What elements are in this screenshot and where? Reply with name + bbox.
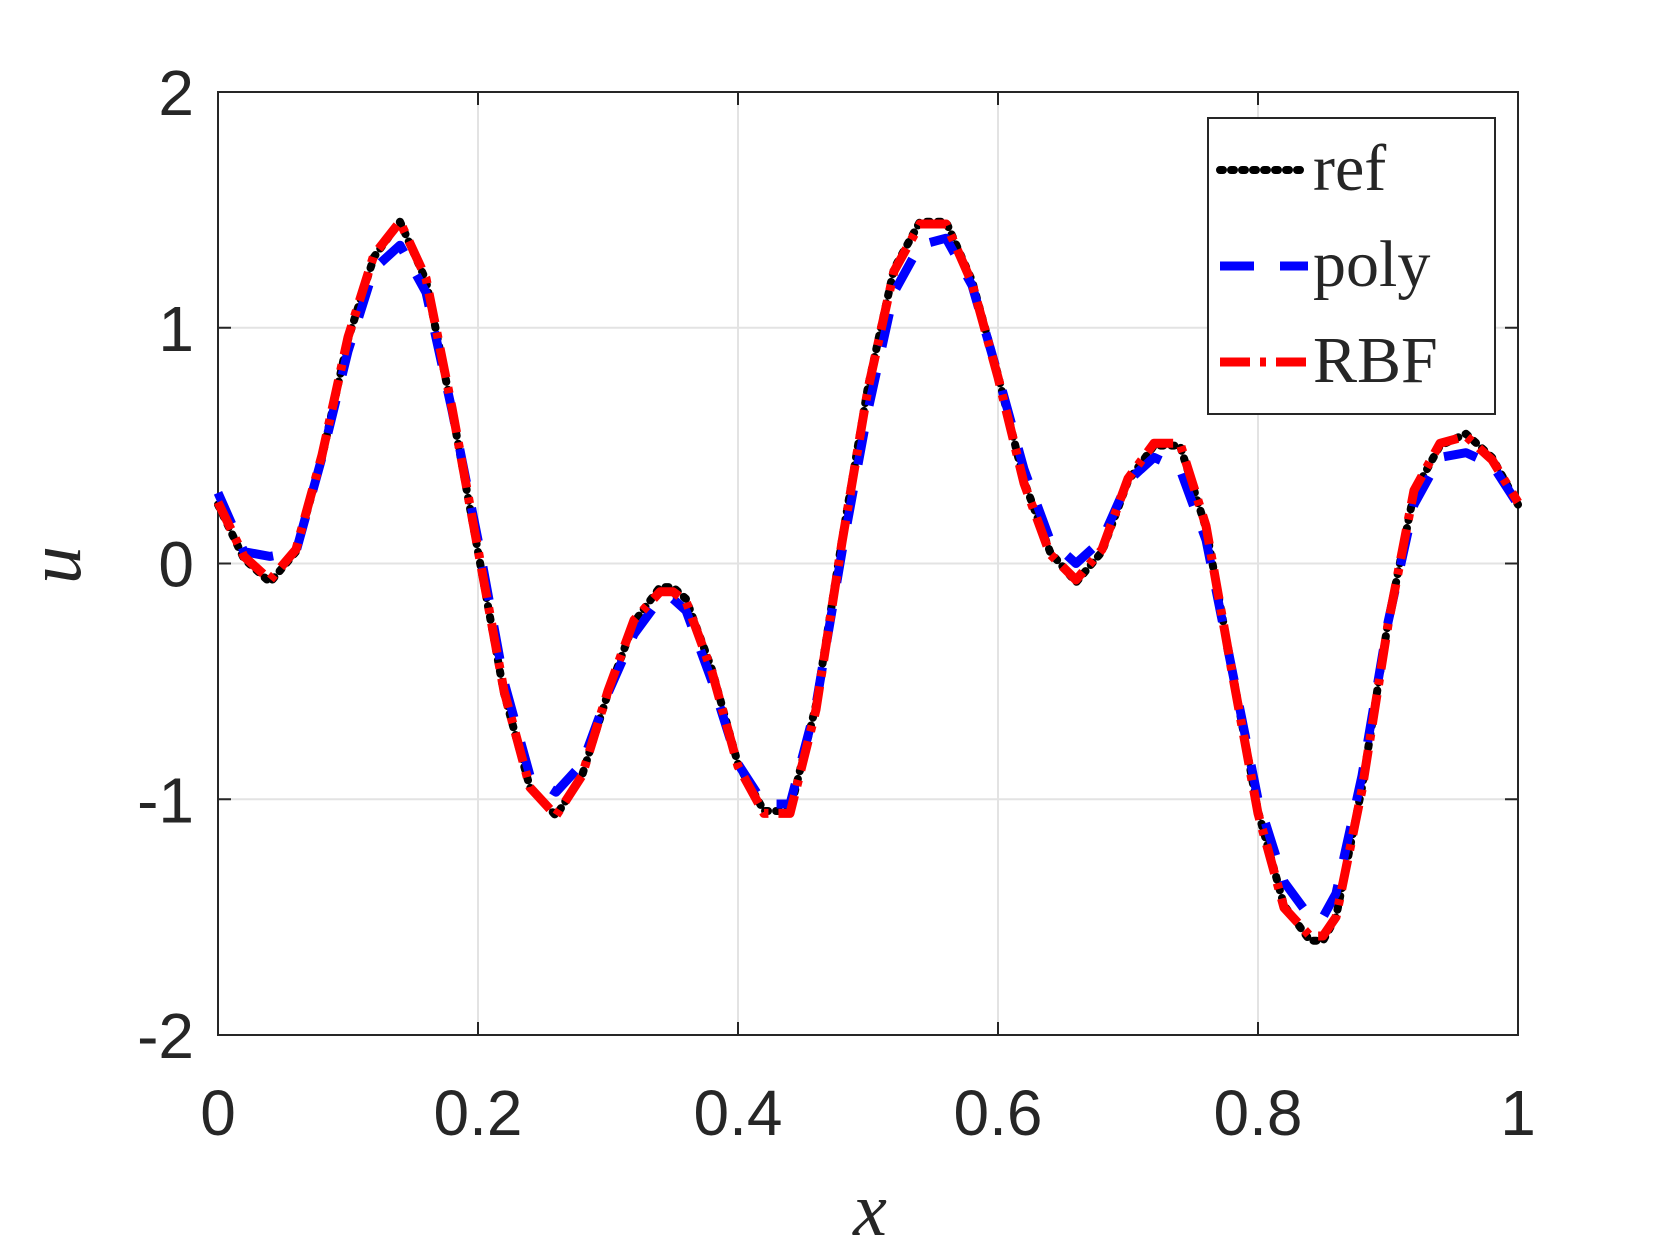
x-tick-label: 1 [1500,1077,1536,1149]
ticks: 0 0.2 0.4 0.6 0.8 1 -2 -1 0 1 2 [137,57,1536,1149]
series-lines [213,217,1522,945]
series-line-rbf [213,217,1522,941]
y-tick-label: 2 [158,57,194,129]
y-tick-label: -2 [137,1000,194,1072]
y-tick-label: 0 [158,529,194,601]
axis-labels: x u [13,546,887,1246]
y-axis-label: u [13,546,97,584]
x-tick-label: 0.8 [1214,1077,1303,1149]
x-tick-label: 0.4 [694,1077,783,1149]
x-tick-label: 0.6 [954,1077,1043,1149]
x-tick-label: 0.2 [434,1077,523,1149]
x-axis-label: x [852,1168,887,1246]
y-tick-label: 1 [158,293,194,365]
legend-label-ref: ref [1313,132,1386,205]
legend-label-poly: poly [1313,228,1430,301]
legend-label-rbf: RBF [1313,324,1438,397]
legend: ref poly RBF [1207,117,1496,415]
x-tick-label: 0 [200,1077,236,1149]
y-tick-label: -1 [137,764,194,836]
